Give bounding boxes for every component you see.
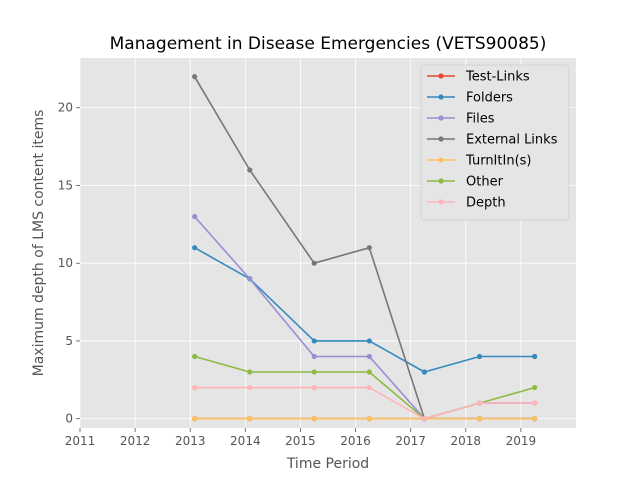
data-point [192, 213, 198, 220]
legend-label: External Links [466, 133, 558, 148]
data-point [532, 400, 538, 406]
x-tick-label: 2014 [230, 434, 261, 448]
data-point [532, 416, 538, 422]
x-tick-label: 2013 [175, 434, 206, 448]
data-point [366, 245, 372, 251]
legend-item: Depth [427, 196, 506, 211]
legend-label: Depth [466, 196, 506, 211]
data-point [192, 416, 198, 422]
data-point [476, 400, 483, 406]
legend: Test-Links Folders Files External Links Turn… [420, 64, 570, 221]
legend-item: External Links [427, 133, 558, 148]
data-point [476, 353, 483, 360]
data-point [421, 369, 428, 375]
legend-marker [438, 94, 444, 100]
data-point [192, 245, 198, 251]
legend-marker [438, 157, 444, 163]
legend-marker [438, 136, 444, 142]
legend-item: Other [427, 175, 504, 190]
data-point [247, 167, 253, 173]
data-point [366, 353, 372, 360]
data-point [247, 276, 253, 282]
y-tick-label: 10 [58, 256, 73, 270]
data-point [311, 338, 317, 344]
y-axis-label: Maximum depth of LMS content items [31, 110, 47, 377]
data-point [311, 260, 317, 266]
data-point [366, 416, 372, 422]
y-tick-label: 20 [58, 101, 73, 115]
data-point [247, 416, 253, 422]
legend-label: Other [466, 175, 504, 190]
x-tick-label: 2017 [395, 434, 426, 448]
data-point [366, 338, 372, 344]
x-tick-label: 2018 [451, 434, 482, 448]
axis-ticks: 2011 2012 2013 2014 2015 2016 2017 2018 20190510… [58, 101, 536, 448]
data-point [532, 384, 538, 391]
series-lines [192, 74, 538, 422]
legend-item: TurnItIn(s) [427, 154, 531, 169]
data-point [532, 353, 538, 360]
y-tick-label: 0 [65, 412, 73, 426]
data-point [311, 353, 317, 360]
legend-label: TurnItIn(s) [465, 154, 531, 169]
legend-marker [438, 73, 444, 79]
data-point [366, 384, 372, 391]
data-point [192, 384, 198, 391]
legend-marker [438, 115, 444, 121]
legend-marker [438, 199, 444, 205]
data-point [366, 369, 372, 375]
legend-item: Files [427, 112, 495, 127]
x-tick-label: 2015 [285, 434, 316, 448]
data-point [192, 74, 198, 80]
x-tick-label: 2016 [340, 434, 371, 448]
y-tick-label: 15 [58, 178, 73, 192]
data-point [311, 416, 317, 422]
legend-label: Test-Links [465, 70, 530, 85]
x-tick-label: 2019 [506, 434, 537, 448]
legend-label: Files [466, 112, 495, 127]
data-point [192, 353, 198, 360]
x-axis-label: Time Period [286, 456, 369, 472]
data-point [247, 369, 253, 375]
y-tick-label: 5 [65, 334, 73, 348]
data-point [311, 369, 317, 375]
series-turnitin-s [192, 416, 538, 422]
data-point [476, 416, 483, 422]
legend-item: Folders [427, 91, 513, 106]
data-point [247, 384, 253, 391]
legend-label: Folders [466, 91, 513, 106]
series-depth [192, 384, 538, 422]
x-tick-label: 2011 [65, 434, 96, 448]
x-tick-label: 2012 [120, 434, 151, 448]
data-point [311, 384, 317, 391]
legend-marker [438, 178, 444, 184]
chart-title: Management in Disease Emergencies (VETS9… [110, 34, 547, 54]
legend-item: Test-Links [427, 70, 530, 85]
legend-box [420, 64, 570, 221]
data-point [421, 416, 428, 422]
